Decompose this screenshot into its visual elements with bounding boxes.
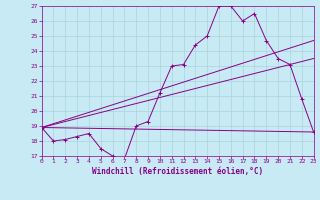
X-axis label: Windchill (Refroidissement éolien,°C): Windchill (Refroidissement éolien,°C) — [92, 167, 263, 176]
